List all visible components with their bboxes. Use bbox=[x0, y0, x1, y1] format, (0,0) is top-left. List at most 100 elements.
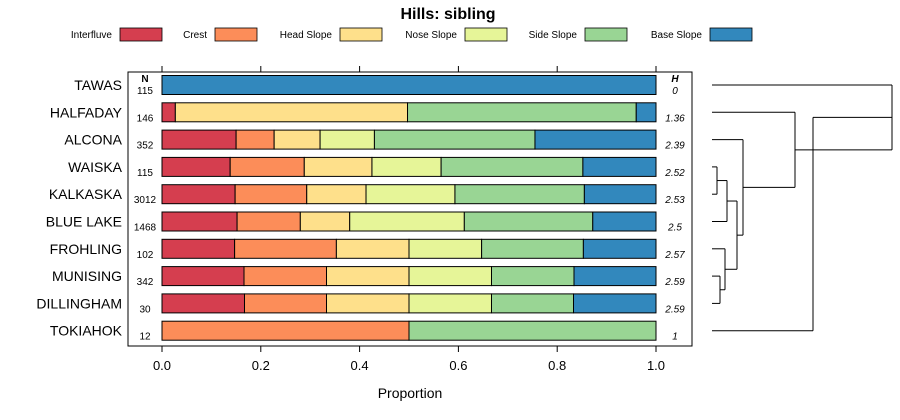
bar-segment-8-4 bbox=[490, 293, 575, 314]
x-tick-label-4: 0.8 bbox=[548, 358, 566, 373]
y-label-2: ALCONA bbox=[64, 132, 122, 148]
legend-swatch-0 bbox=[119, 27, 163, 42]
bar-segment-3-0 bbox=[161, 156, 231, 177]
n-value-5: 1468 bbox=[134, 223, 157, 234]
n-value-3: 115 bbox=[137, 168, 153, 179]
h-value-0: 0 bbox=[672, 86, 678, 97]
bars-group: TAWAS 115 0 HALFADAY 146 1.36 ALCONA 352 2.39 WAI… bbox=[36, 75, 685, 343]
bar-segment-6-4 bbox=[481, 238, 584, 259]
bar-segment-5-5 bbox=[592, 211, 657, 232]
bar-segment-1-5 bbox=[635, 102, 657, 123]
bar-segment-5-4 bbox=[463, 211, 594, 232]
n-value-8: 30 bbox=[139, 304, 151, 315]
h-value-3: 2.52 bbox=[664, 168, 685, 179]
bar-segment-0-5 bbox=[161, 75, 657, 95]
plot-panel bbox=[127, 71, 693, 347]
bar-segment-5-1 bbox=[236, 211, 301, 232]
bar-segment-9-1 bbox=[161, 320, 410, 341]
bar-segment-7-5 bbox=[573, 266, 657, 287]
bar-segment-6-3 bbox=[408, 238, 483, 259]
n-value-6: 102 bbox=[137, 250, 154, 261]
legend: Interfluve Crest Head Slope Nose Slope Side … bbox=[71, 27, 753, 42]
x-axis-title: Proportion bbox=[378, 385, 443, 401]
n-value-7: 342 bbox=[137, 277, 154, 288]
y-label-1: HALFADAY bbox=[50, 104, 123, 120]
bar-segment-7-2 bbox=[326, 266, 410, 287]
h-value-5: 2.5 bbox=[667, 223, 682, 234]
bar-segment-1-0 bbox=[161, 102, 176, 123]
bar-segment-8-1 bbox=[243, 293, 328, 314]
bar-segment-7-1 bbox=[243, 266, 328, 287]
n-value-0: 115 bbox=[137, 86, 153, 97]
legend-label-1: Crest bbox=[183, 30, 207, 41]
legend-swatch-4 bbox=[584, 27, 628, 42]
chart-title: Hills: sibling bbox=[400, 6, 495, 23]
bar-segment-7-3 bbox=[408, 266, 492, 287]
legend-swatch-1 bbox=[214, 27, 258, 42]
x-tick-label-0: 0.0 bbox=[153, 358, 171, 373]
legend-label-5: Base Slope bbox=[651, 30, 703, 41]
bar-segment-5-2 bbox=[299, 211, 351, 232]
bar-segment-9-4 bbox=[408, 320, 657, 341]
bar-segment-3-1 bbox=[229, 156, 305, 177]
n-value-4: 3012 bbox=[134, 195, 157, 206]
n-value-9: 12 bbox=[139, 332, 151, 343]
bar-segment-2-2 bbox=[273, 129, 321, 150]
h-value-1: 1.36 bbox=[665, 113, 685, 124]
n-header: N bbox=[141, 74, 148, 85]
y-label-9: TOKIAHOK bbox=[50, 323, 123, 339]
bar-segment-2-0 bbox=[161, 129, 237, 150]
bar-segment-3-4 bbox=[440, 156, 584, 177]
bar-segment-7-0 bbox=[161, 266, 245, 287]
bar-segment-4-1 bbox=[234, 184, 308, 205]
bar-segment-3-2 bbox=[303, 156, 373, 177]
bar-segment-3-3 bbox=[371, 156, 442, 177]
h-value-6: 2.57 bbox=[664, 250, 685, 261]
h-value-9: 1 bbox=[672, 332, 678, 343]
y-label-8: DILLINGHAM bbox=[36, 295, 122, 311]
bar-segment-5-0 bbox=[161, 211, 238, 232]
h-value-4: 2.53 bbox=[664, 195, 685, 206]
x-tick-label-5: 1.0 bbox=[647, 358, 665, 373]
y-label-7: MUNISING bbox=[52, 268, 122, 284]
bar-segment-8-5 bbox=[573, 293, 657, 314]
bar-segment-8-0 bbox=[161, 293, 245, 314]
legend-swatch-3 bbox=[464, 27, 508, 42]
y-label-0: TAWAS bbox=[74, 77, 122, 93]
n-value-2: 352 bbox=[137, 141, 154, 152]
legend-label-0: Interfluve bbox=[71, 30, 113, 41]
n-value-1: 146 bbox=[137, 113, 154, 124]
legend-label-3: Nose Slope bbox=[405, 30, 457, 41]
bar-segment-8-3 bbox=[408, 293, 492, 314]
h-value-7: 2.59 bbox=[664, 277, 685, 288]
bar-segment-4-0 bbox=[161, 184, 236, 205]
y-label-5: BLUE LAKE bbox=[46, 214, 122, 230]
y-label-4: KALKASKA bbox=[49, 186, 123, 202]
x-tick-label-2: 0.4 bbox=[351, 358, 369, 373]
bar-segment-4-2 bbox=[306, 184, 367, 205]
bar-segment-4-3 bbox=[365, 184, 456, 205]
legend-swatch-5 bbox=[709, 27, 753, 42]
x-axis: 0.0 0.2 0.4 0.6 0.8 1.0 bbox=[153, 66, 665, 373]
legend-swatch-2 bbox=[339, 27, 383, 42]
h-value-8: 2.59 bbox=[664, 304, 685, 315]
x-tick-label-1: 0.2 bbox=[252, 358, 270, 373]
h-header: H bbox=[671, 74, 679, 85]
bar-segment-8-2 bbox=[326, 293, 410, 314]
bar-segment-3-5 bbox=[582, 156, 657, 177]
y-label-3: WAISKA bbox=[68, 159, 123, 175]
x-tick-label-3: 0.6 bbox=[449, 358, 467, 373]
bar-segment-1-4 bbox=[407, 102, 637, 123]
dendrogram bbox=[712, 84, 893, 332]
bar-segment-1-2 bbox=[174, 102, 409, 123]
h-value-2: 2.39 bbox=[664, 141, 685, 152]
legend-label-2: Head Slope bbox=[280, 30, 333, 41]
bar-segment-2-3 bbox=[319, 129, 375, 150]
bar-segment-6-1 bbox=[234, 238, 337, 259]
bar-segment-5-3 bbox=[349, 211, 465, 232]
bar-segment-7-4 bbox=[490, 266, 575, 287]
legend-label-4: Side Slope bbox=[529, 30, 578, 41]
bar-segment-6-0 bbox=[161, 238, 236, 259]
y-label-6: FROHLING bbox=[50, 241, 122, 257]
